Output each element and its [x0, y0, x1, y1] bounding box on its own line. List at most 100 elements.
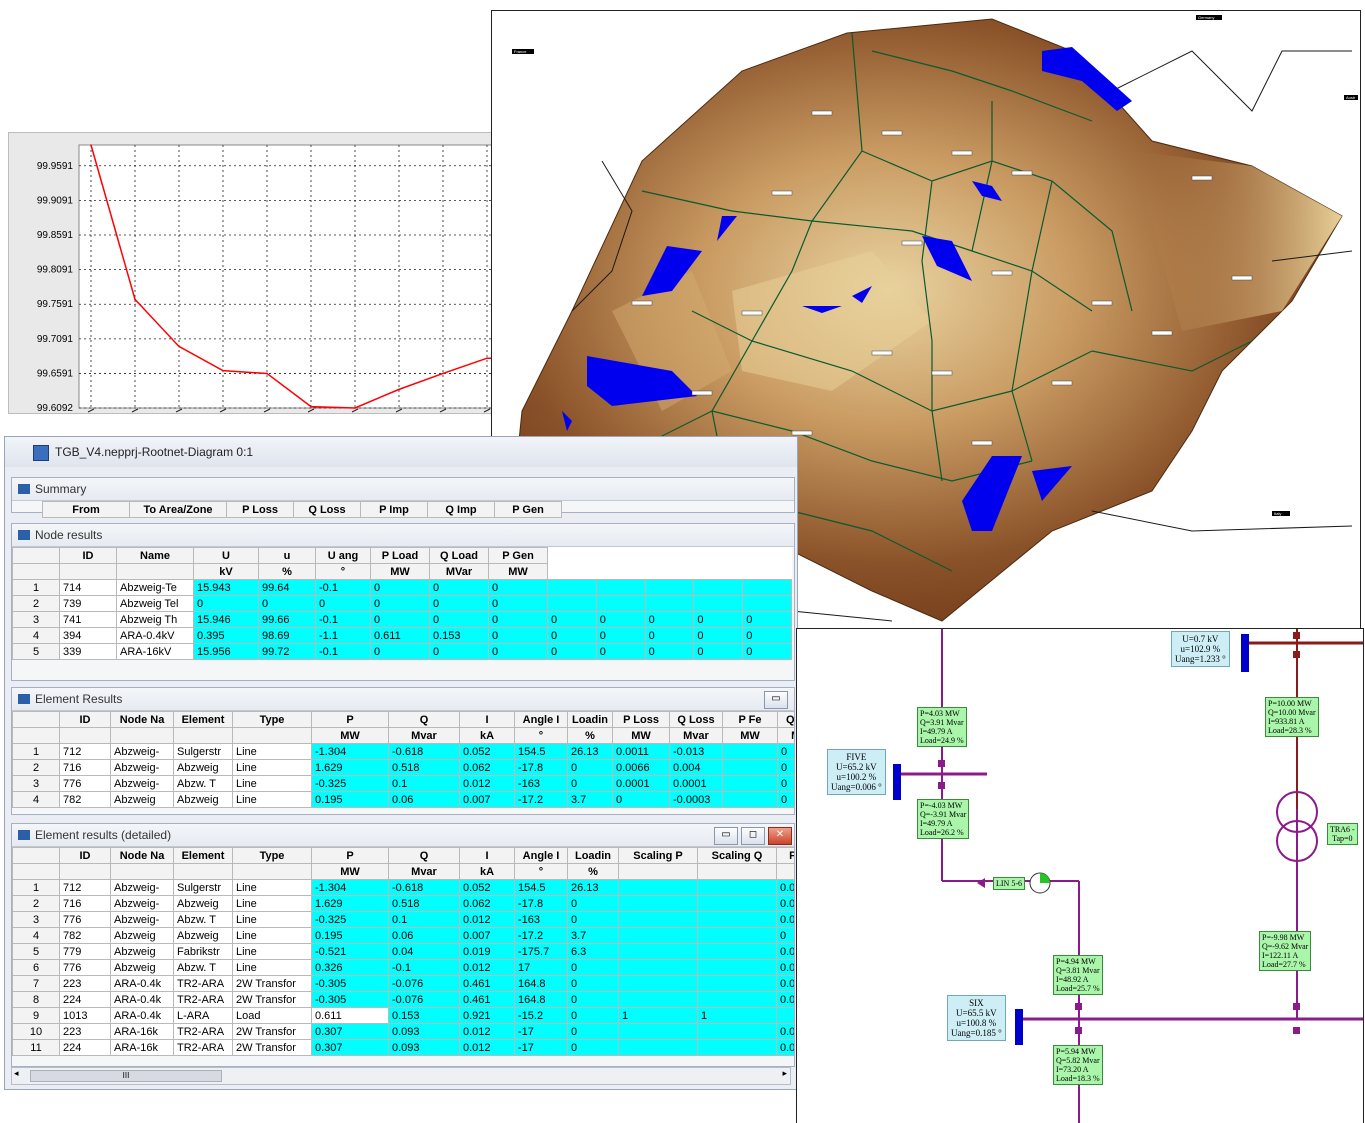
table-row[interactable]: 5 779 Abzweig Fabrikstr Line -0.521 0.04 0.019-… — [12, 943, 794, 960]
table-cell[interactable]: 0.0017 — [776, 991, 794, 1008]
table-cell[interactable]: 712 — [59, 743, 111, 760]
table-cell[interactable]: 776 — [59, 959, 111, 976]
table-cell[interactable]: Abzweig — [173, 759, 233, 776]
table-cell[interactable] — [618, 895, 698, 912]
minimize-button[interactable]: ▭ — [764, 691, 788, 709]
table-cell[interactable] — [697, 911, 777, 928]
table-cell[interactable] — [618, 943, 698, 960]
column-header[interactable]: P Loss — [776, 847, 794, 864]
scroll-right-icon[interactable]: ▸ — [782, 1068, 787, 1078]
table-cell[interactable]: 0.0001 — [669, 775, 723, 792]
table-row[interactable]: 9 1013 ARA-0.4k L-ARA Load 0.611 0.153 0.921 -15… — [12, 1007, 794, 1024]
table-cell[interactable]: 339 — [59, 643, 117, 660]
table-cell[interactable]: 0.052 — [459, 879, 515, 896]
table-cell[interactable]: 0 — [547, 643, 597, 660]
table-row[interactable]: 4 782 Abzweig Abzweig Line 0.195 0.06 0.007 -17.… — [12, 927, 794, 944]
column-header[interactable]: Node Na — [110, 711, 174, 728]
table-cell[interactable]: 0.0017 — [776, 1039, 794, 1056]
column-header[interactable]: Angle I — [514, 847, 568, 864]
table-cell[interactable]: Abzweig- — [110, 895, 174, 912]
table-cell[interactable]: 0 — [547, 627, 597, 644]
table-cell[interactable]: 0 — [567, 775, 613, 792]
line-result-box[interactable]: P=4.03 MW Q=3.91 Mvar I=49.79 A Load=24.… — [917, 707, 967, 747]
table-cell[interactable]: 4 — [12, 927, 60, 944]
table-cell[interactable]: -0.305 — [311, 991, 389, 1008]
table-cell[interactable]: 0 — [777, 775, 794, 792]
bus-six-label[interactable]: SIX U=65.5 kV u=100.8 % Uang=0.185 ° — [947, 995, 1006, 1041]
element-results-header[interactable]: Element Results — [12, 688, 794, 711]
table-cell[interactable]: 0 — [742, 643, 792, 660]
table-cell[interactable]: 0.921 — [459, 1007, 515, 1024]
table-cell[interactable]: 0 — [693, 643, 744, 660]
table-cell[interactable]: Fabrikstr — [173, 943, 233, 960]
table-row[interactable]: 11 224 ARA-16k TR2-ARA 2W Transfor 0.307 0.093… — [12, 1039, 794, 1056]
column-header[interactable]: Q Load — [429, 547, 489, 564]
table-cell[interactable]: 2 — [12, 595, 60, 612]
table-row[interactable]: 10 223 ARA-16k TR2-ARA 2W Transfor 0.307 0.093… — [12, 1023, 794, 1040]
table-cell[interactable]: Line — [232, 791, 312, 808]
table-cell[interactable]: Line — [232, 895, 312, 912]
table-cell[interactable]: -17 — [514, 1039, 568, 1056]
table-cell[interactable]: 0.461 — [459, 991, 515, 1008]
table-cell[interactable]: 0 — [429, 643, 489, 660]
table-cell[interactable]: 0 — [567, 1023, 619, 1040]
column-header[interactable]: ID — [59, 547, 117, 564]
close-button[interactable]: ✕ — [768, 827, 792, 845]
table-cell[interactable]: 0.518 — [388, 895, 460, 912]
scroll-thumb[interactable]: III — [30, 1070, 222, 1082]
table-cell[interactable]: 0.611 — [370, 627, 430, 644]
table-cell[interactable] — [742, 579, 792, 596]
table-cell[interactable]: ARA-16k — [110, 1023, 174, 1040]
table-cell[interactable]: TR2-ARA — [173, 1023, 233, 1040]
table-row[interactable]: 3 776 Abzweig- Abzw. T Line -0.325 0.1 0.012 -16… — [12, 775, 794, 792]
table-cell[interactable]: -17.2 — [514, 927, 568, 944]
column-header[interactable]: I — [459, 847, 515, 864]
table-cell[interactable]: 394 — [59, 627, 117, 644]
table-cell[interactable]: -1.304 — [311, 743, 389, 760]
table-cell[interactable] — [697, 1023, 777, 1040]
table-cell[interactable]: Load — [232, 1007, 312, 1024]
table-cell[interactable]: 99.72 — [258, 643, 316, 660]
table-cell[interactable]: Abzweig-Te — [116, 579, 194, 596]
table-cell[interactable]: 1 — [697, 1007, 777, 1024]
table-cell[interactable]: 3 — [12, 911, 60, 928]
table-cell[interactable]: 0.04 — [388, 943, 460, 960]
table-cell[interactable] — [697, 895, 777, 912]
table-cell[interactable]: 0 — [612, 791, 670, 808]
column-header[interactable]: Q — [388, 711, 460, 728]
table-cell[interactable] — [697, 927, 777, 944]
table-cell[interactable]: 712 — [59, 879, 111, 896]
scroll-left-icon[interactable]: ◂ — [14, 1068, 19, 1078]
column-header[interactable]: Type — [232, 711, 312, 728]
table-cell[interactable]: 1 — [12, 579, 60, 596]
table-cell[interactable]: 5 — [12, 643, 60, 660]
table-cell[interactable]: Abzweig- — [110, 775, 174, 792]
table-row[interactable]: 1 712 Abzweig- Sulgerstr Line -1.304 -0.618 0.0… — [12, 879, 794, 896]
column-header[interactable]: P Fe — [722, 711, 778, 728]
table-cell[interactable]: -0.1 — [315, 611, 371, 628]
table-cell[interactable]: 0.052 — [459, 743, 515, 760]
table-cell[interactable] — [644, 579, 695, 596]
table-cell[interactable]: 0 — [567, 991, 619, 1008]
table-cell[interactable]: ARA-0.4kV — [116, 627, 194, 644]
table-cell[interactable]: 5 — [12, 943, 60, 960]
table-cell[interactable] — [722, 791, 778, 808]
table-cell[interactable]: 0.093 — [388, 1023, 460, 1040]
table-cell[interactable] — [618, 879, 698, 896]
table-row[interactable]: 1 714 Abzweig-Te 15.943 99.64 -0.1 0 0 0 — [12, 579, 792, 596]
table-cell[interactable]: 0.012 — [459, 775, 515, 792]
table-cell[interactable] — [618, 991, 698, 1008]
table-cell[interactable]: 739 — [59, 595, 117, 612]
table-cell[interactable]: 0 — [429, 611, 489, 628]
table-cell[interactable]: -0.076 — [388, 975, 460, 992]
table-cell[interactable]: Abzweig- — [110, 879, 174, 896]
table-cell[interactable]: 0 — [567, 1007, 619, 1024]
table-cell[interactable] — [776, 1007, 794, 1024]
col-from[interactable]: From — [42, 501, 130, 518]
table-cell[interactable]: 0 — [370, 595, 430, 612]
table-cell[interactable] — [618, 927, 698, 944]
table-cell[interactable]: 0 — [742, 611, 792, 628]
table-row[interactable]: 3 741 Abzweig Th 15.946 99.66 -0.1 0 0 0 0 0 0 0 0 — [12, 611, 792, 628]
table-cell[interactable]: 0.007 — [459, 791, 515, 808]
table-cell[interactable]: 0.093 — [388, 1039, 460, 1056]
